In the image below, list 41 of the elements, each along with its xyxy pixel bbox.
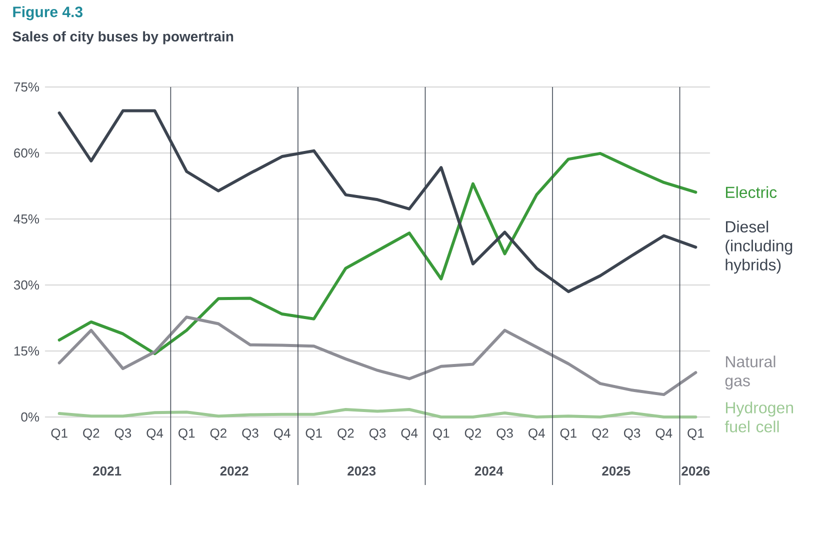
chart-title: Figure 4.3 <box>13 6 83 20</box>
x-tick-label: Q1 <box>433 428 450 440</box>
y-tick-label: 75% <box>14 82 40 92</box>
x-tick-label: Q2 <box>338 428 354 440</box>
x-tick-label: Q4 <box>401 428 418 440</box>
series-label: Hydrogen fuel cell <box>724 402 793 432</box>
text: 2024 <box>474 466 504 476</box>
y-tick-label: 30% <box>14 280 40 290</box>
x-tick-label: Q2 <box>83 428 100 440</box>
line-series <box>58 408 698 418</box>
text: 2025 <box>602 466 630 476</box>
series-label: Natural gas <box>725 356 776 390</box>
x-tick-label: Q1 <box>306 428 322 440</box>
x-tick-label: Q2 <box>464 428 481 440</box>
y-tick-label: 60% <box>14 148 40 158</box>
x-tick-label: Q4 <box>656 428 672 440</box>
x-tick-label: Q4 <box>146 428 164 440</box>
line-series <box>58 152 698 356</box>
x-tick-label: Q3 <box>496 428 513 440</box>
x-tick-label: Q4 <box>528 428 545 440</box>
text: 2022 <box>220 466 248 476</box>
series-label: Electric <box>726 186 777 198</box>
x-tick-label: Q2 <box>210 428 226 440</box>
chart-subtitle: Sales of city buses by powertrain <box>12 31 234 44</box>
x-tick-label: Q4 <box>274 428 290 440</box>
text: 2026 <box>682 466 710 476</box>
y-tick-label: 15% <box>14 346 40 356</box>
x-tick-label: Q1 <box>688 428 704 440</box>
x-tick-label: Q1 <box>178 428 195 440</box>
series-label: Diesel (including hybrids) <box>726 220 792 274</box>
text: 2021 <box>93 466 122 476</box>
x-tick-label: Q1 <box>560 428 576 440</box>
x-tick-label: Q3 <box>369 428 386 440</box>
x-tick-label: Q3 <box>624 428 640 440</box>
x-tick-label: Q2 <box>592 428 608 440</box>
text: 2023 <box>348 466 376 476</box>
y-tick-label: 45% <box>14 214 40 224</box>
x-tick-label: Q3 <box>242 428 258 440</box>
y-tick-label: 0% <box>21 412 40 422</box>
x-tick-label: Q1 <box>51 428 68 440</box>
x-tick-label: Q3 <box>114 428 132 440</box>
